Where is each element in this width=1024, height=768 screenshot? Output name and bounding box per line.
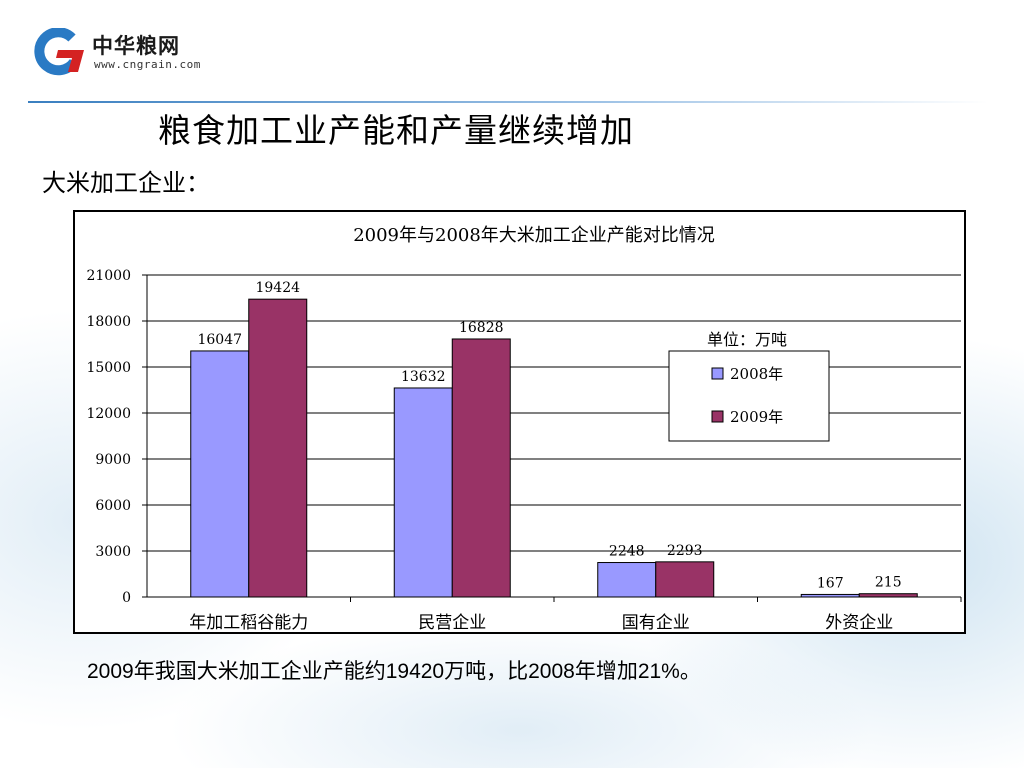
legend-swatch [711, 410, 724, 423]
y-tick-label: 0 [122, 590, 131, 606]
bar-value-label: 215 [875, 575, 902, 591]
bar-value-label: 2248 [609, 544, 645, 560]
y-tick-label: 21000 [86, 268, 131, 284]
bar-value-label: 13632 [401, 369, 446, 385]
legend-label: 2009年 [730, 408, 783, 426]
bar [597, 562, 657, 598]
bar [190, 350, 250, 598]
x-category-label: 年加工稻谷能力 [189, 613, 308, 632]
brand-url: www.cngrain.com [94, 58, 201, 71]
x-category-label: 民营企业 [418, 613, 486, 632]
chart-title: 2009年与2008年大米加工企业产能对比情况 [353, 225, 715, 246]
y-tick-label: 9000 [95, 452, 131, 468]
bar-value-label: 16828 [459, 320, 504, 336]
y-tick-label: 12000 [86, 406, 131, 422]
y-tick-label: 3000 [95, 544, 131, 560]
bar-chart: 2009年与2008年大米加工企业产能对比情况 0 3000 6000 9000 1200… [86, 225, 962, 632]
slide-title: 粮食加工业产能和产量继续增加 [158, 111, 634, 150]
x-category-label: 国有企业 [622, 613, 690, 632]
brand-logo: 中华粮网 www.cngrain.com [28, 28, 218, 76]
legend-label: 2008年 [730, 365, 783, 383]
x-category-label: 外资企业 [825, 613, 893, 632]
legend-swatch [711, 367, 724, 380]
summary-text: 2009年我国大米加工企业产能约19420万吨，比2008年增加21%。 [87, 660, 701, 683]
cngrain-logo-icon [34, 28, 84, 76]
bar [800, 593, 860, 598]
section-subtitle: 大米加工企业： [42, 169, 210, 197]
bar [655, 561, 715, 598]
bar-value-label: 16047 [197, 332, 242, 348]
bar-value-label: 167 [817, 575, 844, 591]
bar [451, 338, 511, 598]
header-divider [28, 101, 988, 103]
bar [248, 298, 308, 598]
bar [858, 593, 918, 598]
bar [393, 387, 453, 598]
bar-value-label: 19424 [255, 280, 300, 296]
legend-box [668, 350, 830, 442]
bar-value-label: 2293 [667, 543, 703, 559]
chart-container: 2009年与2008年大米加工企业产能对比情况 0 3000 6000 9000 1200… [73, 210, 966, 634]
y-tick-label: 18000 [86, 314, 131, 330]
y-tick-label: 15000 [86, 360, 131, 376]
unit-label: 单位：万吨 [707, 330, 787, 349]
y-tick-label: 6000 [95, 498, 131, 514]
brand-name: 中华粮网 [92, 34, 180, 58]
